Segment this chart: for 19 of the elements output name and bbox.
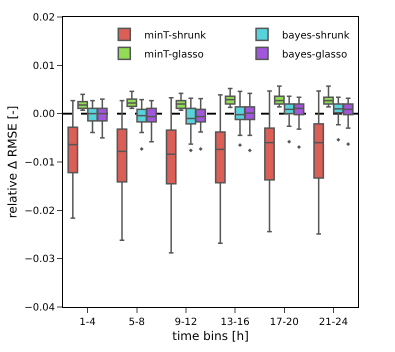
legend-label: bayes-shrunk [282,30,350,42]
x-tick-label: 13-16 [220,317,250,328]
y-tick-label: 0.00 [32,109,55,120]
y-tick-label: −0.02 [24,206,55,217]
x-tick-label: 5-8 [128,317,145,328]
y-tick-label: 0.01 [32,60,55,72]
x-tick-label: 17-20 [270,317,299,328]
x-axis-title: time bins [h] [172,328,249,343]
x-tick-label: 9-12 [174,317,198,328]
legend-label: bayes-glasso [282,49,348,60]
y-tick-label: −0.01 [24,158,55,168]
x-tick-label: 1-4 [79,317,96,328]
legend-label: minT-glasso [144,49,204,60]
y-axis-title: relative Δ RMSE [-] [6,106,20,218]
x-tick-label: 21-24 [318,317,348,328]
y-tick-label: −0.03 [24,254,55,266]
legend-label: minT-shrunk [144,30,206,42]
y-tick-label: 0.02 [32,12,55,24]
y-tick-label: −0.04 [24,302,55,314]
